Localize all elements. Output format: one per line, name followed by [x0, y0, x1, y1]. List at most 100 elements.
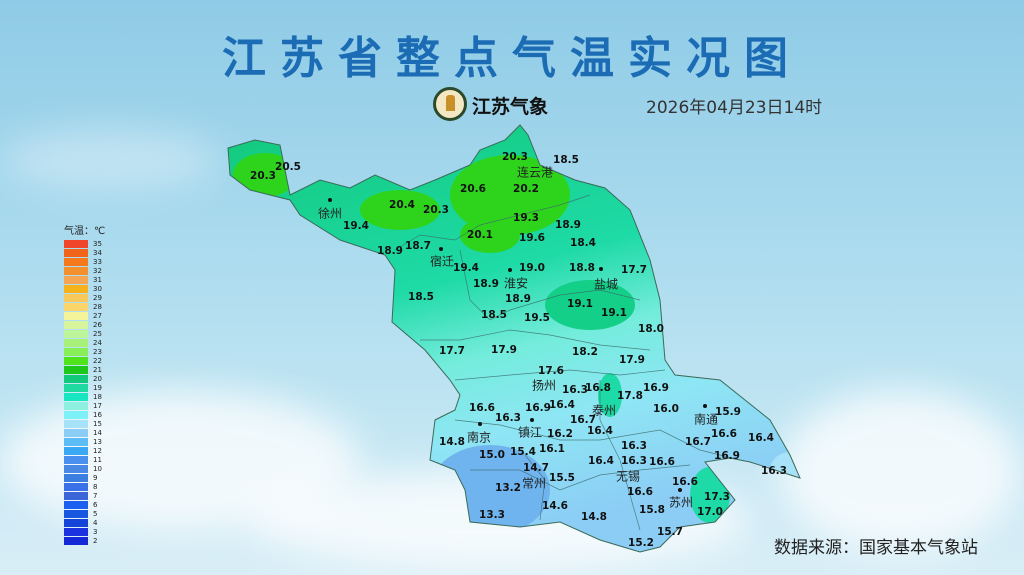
- station-temperature: 14.6: [542, 500, 568, 512]
- city-marker: [678, 488, 682, 492]
- station-temperature: 17.7: [439, 345, 465, 357]
- station-temperature: 15.9: [715, 406, 741, 418]
- legend-value: 28: [93, 302, 102, 311]
- station-temperature: 20.3: [250, 170, 276, 182]
- station-temperature: 17.8: [617, 390, 643, 402]
- cloud: [0, 130, 220, 190]
- legend-value: 10: [93, 464, 102, 473]
- station-temperature: 16.3: [761, 465, 787, 477]
- station-temperature: 19.4: [453, 262, 479, 274]
- station-temperature: 13.2: [495, 482, 521, 494]
- station-temperature: 19.3: [513, 212, 539, 224]
- legend-value: 18: [93, 392, 102, 401]
- station-temperature: 16.3: [621, 440, 647, 452]
- station-temperature: 16.2: [547, 428, 573, 440]
- station-temperature: 19.4: [343, 220, 369, 232]
- legend-value: 26: [93, 320, 102, 329]
- legend-swatch: [64, 437, 88, 446]
- page-title: 江苏省整点气温实况图: [222, 33, 802, 84]
- station-temperature: 16.3: [621, 455, 647, 467]
- legend-swatch: [64, 482, 88, 491]
- legend-swatch: [64, 500, 88, 509]
- legend-item: 9: [64, 473, 105, 482]
- legend-item: 30: [64, 284, 105, 293]
- legend-swatch: [64, 311, 88, 320]
- legend-value: 8: [93, 482, 98, 491]
- legend-value: 15: [93, 419, 102, 428]
- legend-value: 16: [93, 410, 102, 419]
- station-temperature: 18.5: [481, 309, 507, 321]
- legend-swatch: [64, 356, 88, 365]
- legend-value: 33: [93, 257, 102, 266]
- legend-swatch: [64, 446, 88, 455]
- city-marker: [478, 422, 482, 426]
- legend-value: 21: [93, 365, 102, 374]
- station-temperature: 18.9: [555, 219, 581, 231]
- station-temperature: 18.9: [473, 278, 499, 290]
- legend-item: 16: [64, 410, 105, 419]
- legend-value: 30: [93, 284, 102, 293]
- station-temperature: 16.4: [587, 425, 613, 437]
- station-temperature: 16.8: [585, 382, 611, 394]
- station-temperature: 18.5: [553, 154, 579, 166]
- legend-item: 26: [64, 320, 105, 329]
- legend-item: 6: [64, 500, 105, 509]
- legend-value: 6: [93, 500, 98, 509]
- legend-swatch: [64, 527, 88, 536]
- legend-swatch: [64, 392, 88, 401]
- station-temperature: 14.8: [439, 436, 465, 448]
- city-label: 扬州: [531, 378, 557, 393]
- legend-value: 32: [93, 266, 102, 275]
- legend-swatch: [64, 473, 88, 482]
- city-label: 常州: [521, 476, 547, 491]
- city-label: 盐城: [593, 277, 619, 292]
- station-temperature: 18.9: [505, 293, 531, 305]
- city-label: 南京: [466, 430, 492, 445]
- legend-value: 5: [93, 509, 98, 518]
- legend-item: 28: [64, 302, 105, 311]
- legend-value: 19: [93, 383, 102, 392]
- station-temperature: 15.5: [549, 472, 575, 484]
- station-temperature: 19.1: [567, 298, 593, 310]
- legend-item: 21: [64, 365, 105, 374]
- legend-item: 33: [64, 257, 105, 266]
- station-temperature: 20.3: [423, 204, 449, 216]
- station-temperature: 16.1: [539, 443, 565, 455]
- legend-swatch: [64, 284, 88, 293]
- station-temperature: 17.3: [704, 491, 730, 503]
- station-temperature: 19.1: [601, 307, 627, 319]
- legend-item: 13: [64, 437, 105, 446]
- legend-item: 11: [64, 455, 105, 464]
- legend-value: 3: [93, 527, 98, 536]
- station-temperature: 16.4: [549, 399, 575, 411]
- station-temperature: 15.2: [628, 537, 654, 549]
- legend-item: 12: [64, 446, 105, 455]
- station-temperature: 16.6: [469, 402, 495, 414]
- station-temperature: 14.7: [523, 462, 549, 474]
- legend-item: 10: [64, 464, 105, 473]
- brand-name: 江苏气象: [472, 96, 549, 118]
- legend-swatch: [64, 419, 88, 428]
- legend-swatch: [64, 293, 88, 302]
- legend-value: 25: [93, 329, 102, 338]
- temperature-legend: 气温：℃ 35 34 33 32 31 30 29 28 27 26 25 24 23 22 21 20 19 1…: [64, 222, 105, 545]
- legend-item: 35: [64, 239, 105, 248]
- city-marker: [328, 198, 332, 202]
- station-temperature: 20.5: [275, 161, 301, 173]
- legend-value: 35: [93, 239, 102, 248]
- legend-swatch: [64, 491, 88, 500]
- station-temperature: 16.6: [672, 476, 698, 488]
- city-label: 南通: [693, 412, 719, 427]
- city-label: 无锡: [615, 469, 641, 484]
- legend-value: 22: [93, 356, 102, 365]
- station-temperature: 17.9: [491, 344, 517, 356]
- legend-swatch: [64, 248, 88, 257]
- legend-value: 13: [93, 437, 102, 446]
- city-marker: [508, 268, 512, 272]
- legend-value: 31: [93, 275, 102, 284]
- legend-swatch: [64, 410, 88, 419]
- city-label: 泰州: [591, 403, 617, 418]
- station-temperature: 14.8: [581, 511, 607, 523]
- station-temperature: 17.9: [619, 354, 645, 366]
- station-temperature: 18.9: [377, 245, 403, 257]
